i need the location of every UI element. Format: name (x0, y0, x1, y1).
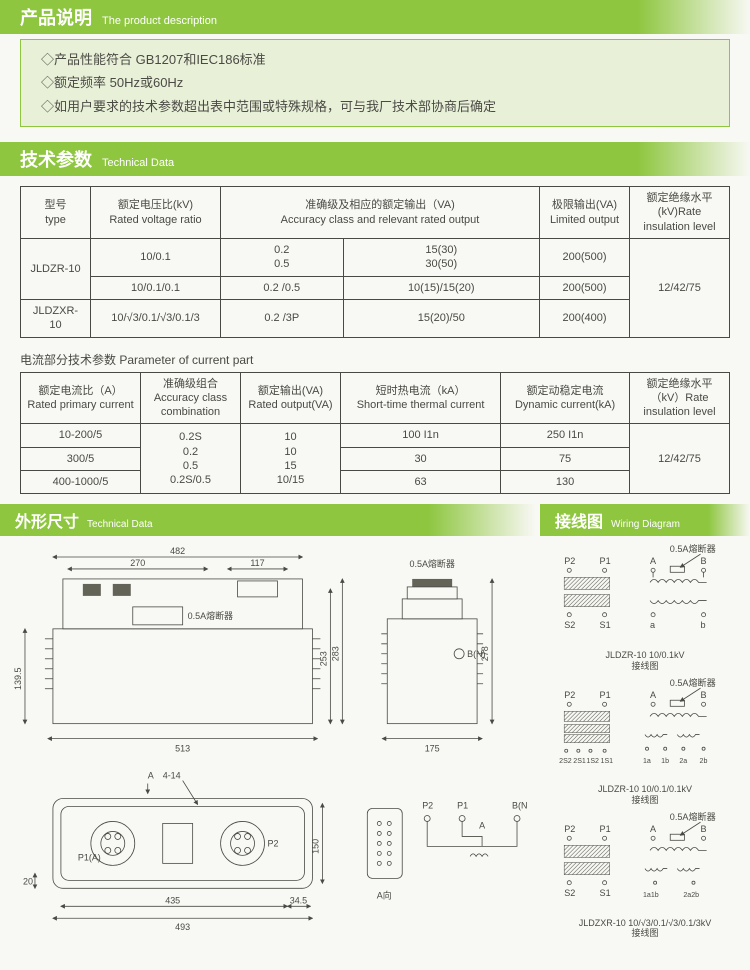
svg-text:P2: P2 (268, 839, 279, 849)
desc-line: ◇如用户要求的技术参数超出表中范围或特殊规格，可与我厂技术部协商后确定 (41, 95, 709, 118)
svg-text:P1: P1 (600, 690, 611, 700)
svg-text:P1: P1 (600, 557, 611, 567)
svg-text:513: 513 (175, 744, 190, 754)
table2-container: 额定电流比（A）Rated primary current 准确级组合Accur… (0, 372, 750, 500)
svg-text:0.5A熔断器: 0.5A熔断器 (670, 811, 716, 822)
svg-text:34.5: 34.5 (290, 896, 307, 906)
svg-text:S1: S1 (600, 887, 611, 897)
header-cn: 技术参数 (20, 146, 92, 172)
svg-text:P2: P2 (564, 557, 575, 567)
wiring-3: 0.5A熔断器 P2 P1 S2 S1 A B (544, 810, 746, 940)
spec-table-1: 型号type 额定电压比(kV)Rated voltage ratio 准确级及… (20, 186, 730, 337)
svg-text:S2: S2 (564, 887, 575, 897)
svg-text:150: 150 (310, 839, 320, 854)
svg-text:117: 117 (250, 558, 264, 568)
sub-header-wiring: 接线图 Wiring Diagram (540, 504, 750, 536)
svg-text:A: A (650, 557, 657, 567)
svg-text:B: B (701, 690, 707, 700)
svg-text:1a1b: 1a1b (643, 891, 659, 898)
svg-text:1S1: 1S1 (601, 758, 614, 765)
svg-text:482: 482 (170, 546, 185, 556)
svg-text:A: A (650, 690, 657, 700)
svg-text:A: A (479, 821, 485, 831)
lower-row: 外形尺寸 Technical Data (0, 504, 750, 956)
header-en: Technical Data (102, 157, 174, 169)
svg-text:175: 175 (425, 744, 440, 754)
description-box: ◇产品性能符合 GB1207和IEC186标准 ◇额定频率 50Hz或60Hz … (20, 39, 730, 127)
dimensions-section: 外形尺寸 Technical Data (0, 504, 535, 956)
svg-text:0.5A熔断器: 0.5A熔断器 (670, 543, 716, 554)
svg-text:1S2: 1S2 (586, 758, 599, 765)
table1-container: 型号type 额定电压比(kV)Rated voltage ratio 准确级及… (0, 176, 750, 342)
desc-line: ◇产品性能符合 GB1207和IEC186标准 (41, 48, 709, 71)
svg-text:A: A (148, 771, 154, 781)
svg-text:P1(A): P1(A) (78, 853, 101, 863)
svg-text:P2: P2 (564, 690, 575, 700)
table2-caption: 电流部分技术参数 Parameter of current part (0, 343, 750, 372)
svg-text:0.5A熔断器: 0.5A熔断器 (188, 610, 233, 621)
svg-text:A向: A向 (377, 890, 392, 901)
svg-text:253: 253 (318, 652, 328, 667)
svg-text:493: 493 (175, 923, 190, 933)
svg-text:2S2: 2S2 (559, 758, 572, 765)
svg-text:B: B (701, 557, 707, 567)
svg-text:435: 435 (165, 896, 180, 906)
header-cn: 产品说明 (20, 4, 92, 30)
svg-text:1b: 1b (661, 758, 669, 765)
svg-text:4-14: 4-14 (163, 771, 181, 781)
wiring-section: 接线图 Wiring Diagram 0.5A熔断器 P2 P1 S2 S1 (540, 504, 750, 956)
svg-text:P1: P1 (600, 824, 611, 834)
svg-text:2S1: 2S1 (573, 758, 586, 765)
svg-text:b: b (701, 620, 706, 630)
tech-drawing-svg: 482 270 117 (8, 544, 527, 943)
header-en: The product description (102, 15, 217, 27)
wiring-2: 0.5A熔断器 P2 P1 2S2 2S1 1S2 1S1 A (544, 676, 746, 806)
svg-text:2a2b: 2a2b (683, 891, 699, 898)
svg-text:2a: 2a (679, 758, 687, 765)
svg-text:P2: P2 (422, 801, 433, 811)
desc-line: ◇额定频率 50Hz或60Hz (41, 71, 709, 94)
svg-text:1a: 1a (643, 758, 651, 765)
svg-text:20: 20 (23, 877, 33, 887)
svg-text:B: B (701, 824, 707, 834)
svg-text:278: 278 (480, 647, 490, 662)
svg-text:270: 270 (130, 558, 145, 568)
wiring-drawings: 0.5A熔断器 P2 P1 S2 S1 A B (540, 536, 750, 949)
sub-header-dim: 外形尺寸 Technical Data (0, 504, 535, 536)
svg-text:P2: P2 (564, 824, 575, 834)
spec-table-2: 额定电流比（A）Rated primary current 准确级组合Accur… (20, 372, 730, 495)
svg-text:283: 283 (330, 647, 340, 662)
svg-text:S1: S1 (600, 620, 611, 630)
svg-text:P1: P1 (457, 801, 468, 811)
svg-text:0.5A熔断器: 0.5A熔断器 (670, 677, 716, 688)
svg-text:S2: S2 (564, 620, 575, 630)
dimension-drawing: 482 270 117 (0, 536, 535, 956)
section-header-desc: 产品说明 The product description (0, 0, 750, 34)
svg-text:139.5: 139.5 (13, 668, 23, 690)
svg-text:2b: 2b (700, 758, 708, 765)
section-header-tech: 技术参数 Technical Data (0, 142, 750, 176)
svg-text:a: a (650, 620, 656, 630)
svg-text:B(N): B(N) (512, 801, 527, 811)
svg-text:A: A (650, 824, 657, 834)
svg-text:0.5A熔断器: 0.5A熔断器 (409, 558, 454, 569)
wiring-1: 0.5A熔断器 P2 P1 S2 S1 A B (544, 542, 746, 672)
